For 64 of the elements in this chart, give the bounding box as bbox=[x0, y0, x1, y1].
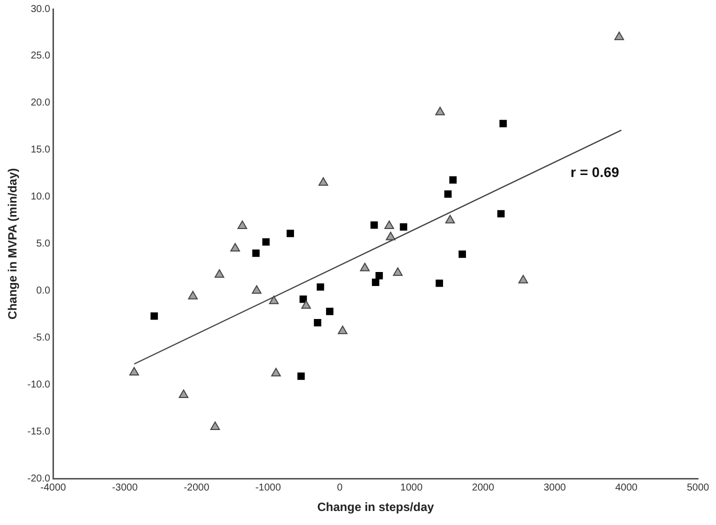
point bbox=[252, 285, 262, 294]
point bbox=[436, 280, 444, 287]
point bbox=[400, 223, 408, 231]
point bbox=[271, 368, 281, 376]
point bbox=[497, 210, 505, 218]
y-tick-label: 15.0 bbox=[30, 144, 51, 156]
x-tick-label: -3000 bbox=[112, 482, 138, 494]
x-tick-label: 1000 bbox=[400, 482, 423, 494]
point bbox=[238, 220, 248, 229]
point bbox=[372, 278, 380, 286]
x-tick-label: 0 bbox=[336, 482, 343, 494]
point bbox=[445, 214, 455, 224]
point bbox=[384, 220, 394, 229]
point bbox=[360, 262, 370, 272]
point bbox=[178, 390, 188, 398]
y-tick-label: -5.0 bbox=[32, 332, 51, 344]
x-tick-label: 2000 bbox=[472, 482, 495, 494]
y-tick-label: 10.0 bbox=[30, 192, 51, 203]
y-tick-label: 30.0 bbox=[30, 4, 51, 15]
point bbox=[150, 312, 158, 320]
point bbox=[518, 274, 528, 284]
x-tick-label: -2000 bbox=[184, 482, 210, 494]
x-tick-label: -4000 bbox=[40, 482, 66, 494]
point bbox=[370, 221, 378, 229]
x-tick-label: 3000 bbox=[544, 482, 566, 494]
x-tick-label: 5000 bbox=[686, 482, 710, 494]
point bbox=[375, 272, 383, 280]
point bbox=[269, 296, 279, 304]
x-axis-title: Change in steps/day bbox=[317, 500, 434, 514]
point bbox=[297, 372, 305, 380]
point bbox=[435, 106, 445, 116]
y-tick-label: -20.0 bbox=[27, 473, 51, 484]
y-tick-label: 25.0 bbox=[30, 50, 51, 62]
point bbox=[318, 177, 328, 186]
y-tick-label: -15.0 bbox=[27, 426, 51, 438]
point bbox=[301, 300, 311, 309]
point bbox=[458, 250, 466, 258]
point bbox=[386, 232, 396, 240]
point bbox=[214, 269, 224, 278]
annotation: r = 0.69 bbox=[570, 164, 620, 180]
point bbox=[300, 296, 307, 303]
point bbox=[444, 190, 452, 198]
point bbox=[499, 120, 507, 128]
point bbox=[338, 326, 348, 334]
point bbox=[230, 242, 240, 252]
y-tick-label: -10.0 bbox=[27, 379, 51, 390]
point bbox=[129, 366, 139, 376]
point bbox=[188, 290, 198, 300]
point bbox=[286, 230, 294, 238]
y-tick-label: 0.0 bbox=[36, 286, 51, 297]
point bbox=[210, 421, 220, 430]
point bbox=[252, 250, 260, 257]
point bbox=[326, 308, 334, 316]
y-tick-label: 20.0 bbox=[30, 98, 51, 109]
point bbox=[614, 32, 624, 40]
y-tick-label: 5.0 bbox=[36, 238, 51, 250]
point bbox=[314, 319, 322, 326]
x-tick-label: -1000 bbox=[255, 482, 282, 494]
x-tick-label: 4000 bbox=[615, 482, 638, 494]
y-axis-title: Change in MVPA (min/day) bbox=[6, 168, 20, 320]
point bbox=[316, 283, 324, 291]
point bbox=[392, 267, 403, 276]
point bbox=[449, 176, 457, 184]
point bbox=[262, 238, 270, 246]
